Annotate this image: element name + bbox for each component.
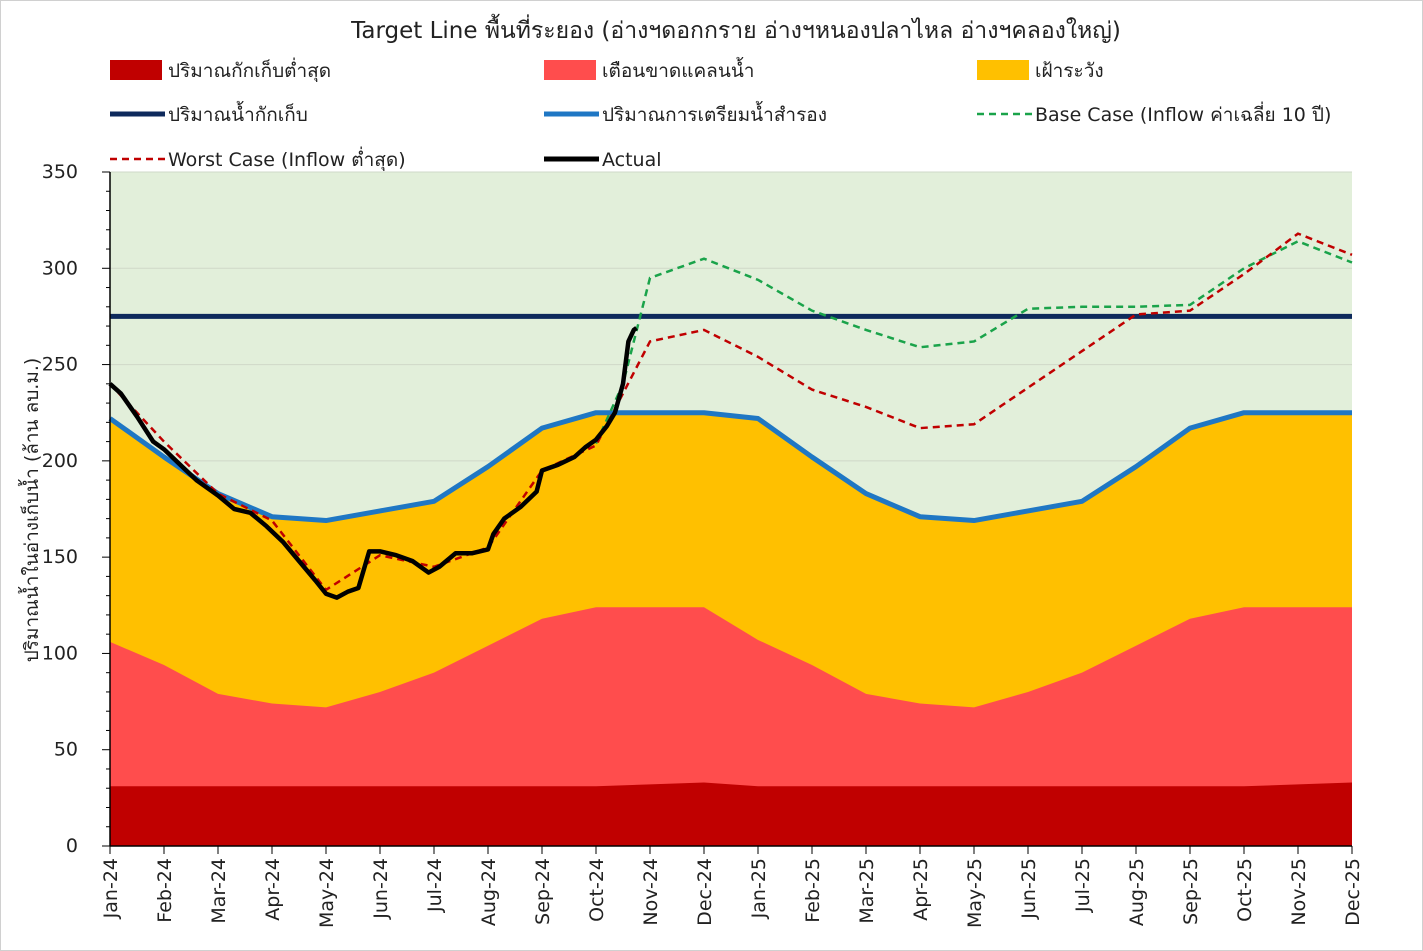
legend-swatch-เตือนขาดแคลนน้ำ: [544, 60, 596, 80]
actual-line-Actual: [108, 326, 638, 600]
y-tick-label-300: 300: [42, 257, 78, 279]
y-tick-label-250: 250: [42, 354, 78, 376]
x-tick-label-Jul-25: Jul-25: [1072, 858, 1094, 913]
x-tick-label-Jul-24: Jul-24: [424, 858, 446, 913]
x-tick-label-Sep-24: Sep-24: [532, 858, 554, 925]
y-tick-label-200: 200: [42, 450, 78, 472]
y-axis-label: ปริมาณน้ำในอ่างเก็บน้ำ (ล้าน ลบ.ม.): [18, 358, 43, 663]
x-tick-label-Oct-24: Oct-24: [586, 858, 608, 922]
legend-swatch-เฝ้าระวัง: [977, 60, 1029, 80]
x-tick-label-Aug-24: Aug-24: [478, 858, 500, 926]
legend-swatch-ปริมาณกักเก็บต่ำสุด: [110, 60, 162, 80]
x-tick-label-Mar-25: Mar-25: [856, 858, 878, 924]
x-tick-label-May-24: May-24: [316, 858, 338, 928]
legend: ปริมาณกักเก็บต่ำสุด เตือนขาดแคลนน้ำ เฝ้าระ…: [110, 57, 1331, 172]
legend-label-Base Case (Inflow ค่าเฉลี่ย 10 ปี): Base Case (Inflow ค่าเฉลี่ย 10 ปี): [1035, 101, 1331, 126]
x-tick-label-Jun-24: Jun-24: [370, 858, 392, 920]
x-tick-label-Jun-25: Jun-25: [1018, 858, 1040, 920]
legend-label-ปริมาณน้ำกักเก็บ: ปริมาณน้ำกักเก็บ: [168, 101, 308, 126]
x-tick-label-Nov-25: Nov-25: [1288, 858, 1310, 926]
legend-label-Worst Case (Inflow ต่ำสุด): Worst Case (Inflow ต่ำสุด): [168, 146, 406, 172]
x-tick-label-Apr-24: Apr-24: [262, 858, 284, 921]
x-tick-label-Apr-25: Apr-25: [910, 858, 932, 921]
y-tick-label-0: 0: [66, 835, 78, 857]
x-tick-label-Feb-24: Feb-24: [154, 858, 176, 923]
x-tick-label-Oct-25: Oct-25: [1234, 858, 1256, 922]
y-tick-label-150: 150: [42, 546, 78, 568]
legend-label-ปริมาณกักเก็บต่ำสุด: ปริมาณกักเก็บต่ำสุด: [168, 57, 331, 83]
x-tick-label-Jan-25: Jan-25: [748, 858, 770, 919]
x-tick-label-Dec-24: Dec-24: [694, 858, 716, 926]
x-tick-label-Nov-24: Nov-24: [640, 858, 662, 926]
plot-area: [108, 171, 1353, 847]
y-tick-label-350: 350: [42, 161, 78, 183]
y-tick-label-50: 50: [54, 739, 78, 761]
dashed-line-Base Case (Inflow ค่าเฉลี่ย 10 ปี): [594, 239, 1353, 445]
x-tick-label-Jan-24: Jan-24: [100, 858, 122, 919]
chart-title: Target Line พื้นที่ระยอง (อ่างฯดอกกราย อ…: [350, 14, 1121, 44]
area-ปริมาณกักเก็บต่ำสุด: [110, 782, 1352, 846]
x-tick-label-Sep-25: Sep-25: [1180, 858, 1202, 925]
axes: 0 50 100 150 200 250 300 350 Jan-24 Feb-24 Mar-24 A…: [42, 161, 1364, 928]
x-tick-label-May-25: May-25: [964, 858, 986, 928]
legend-label-ปริมาณการเตรียมน้ำสำรอง: ปริมาณการเตรียมน้ำสำรอง: [602, 101, 827, 126]
legend-label-เฝ้าระวัง: เฝ้าระวัง: [1035, 60, 1104, 82]
legend-label-Actual: Actual: [602, 149, 662, 171]
line-ปริมาณการเตรียมน้ำสำรอง: [108, 410, 1352, 524]
x-tick-label-Feb-25: Feb-25: [802, 858, 824, 923]
legend-label-เตือนขาดแคลนน้ำ: เตือนขาดแคลนน้ำ: [602, 57, 754, 82]
x-tick-label-Mar-24: Mar-24: [208, 858, 230, 924]
x-tick-label-Dec-25: Dec-25: [1342, 858, 1364, 926]
y-tick-label-100: 100: [42, 642, 78, 664]
x-tick-label-Aug-25: Aug-25: [1126, 858, 1148, 926]
dashed-line-Worst Case (Inflow ต่ำสุด): [109, 232, 1353, 592]
